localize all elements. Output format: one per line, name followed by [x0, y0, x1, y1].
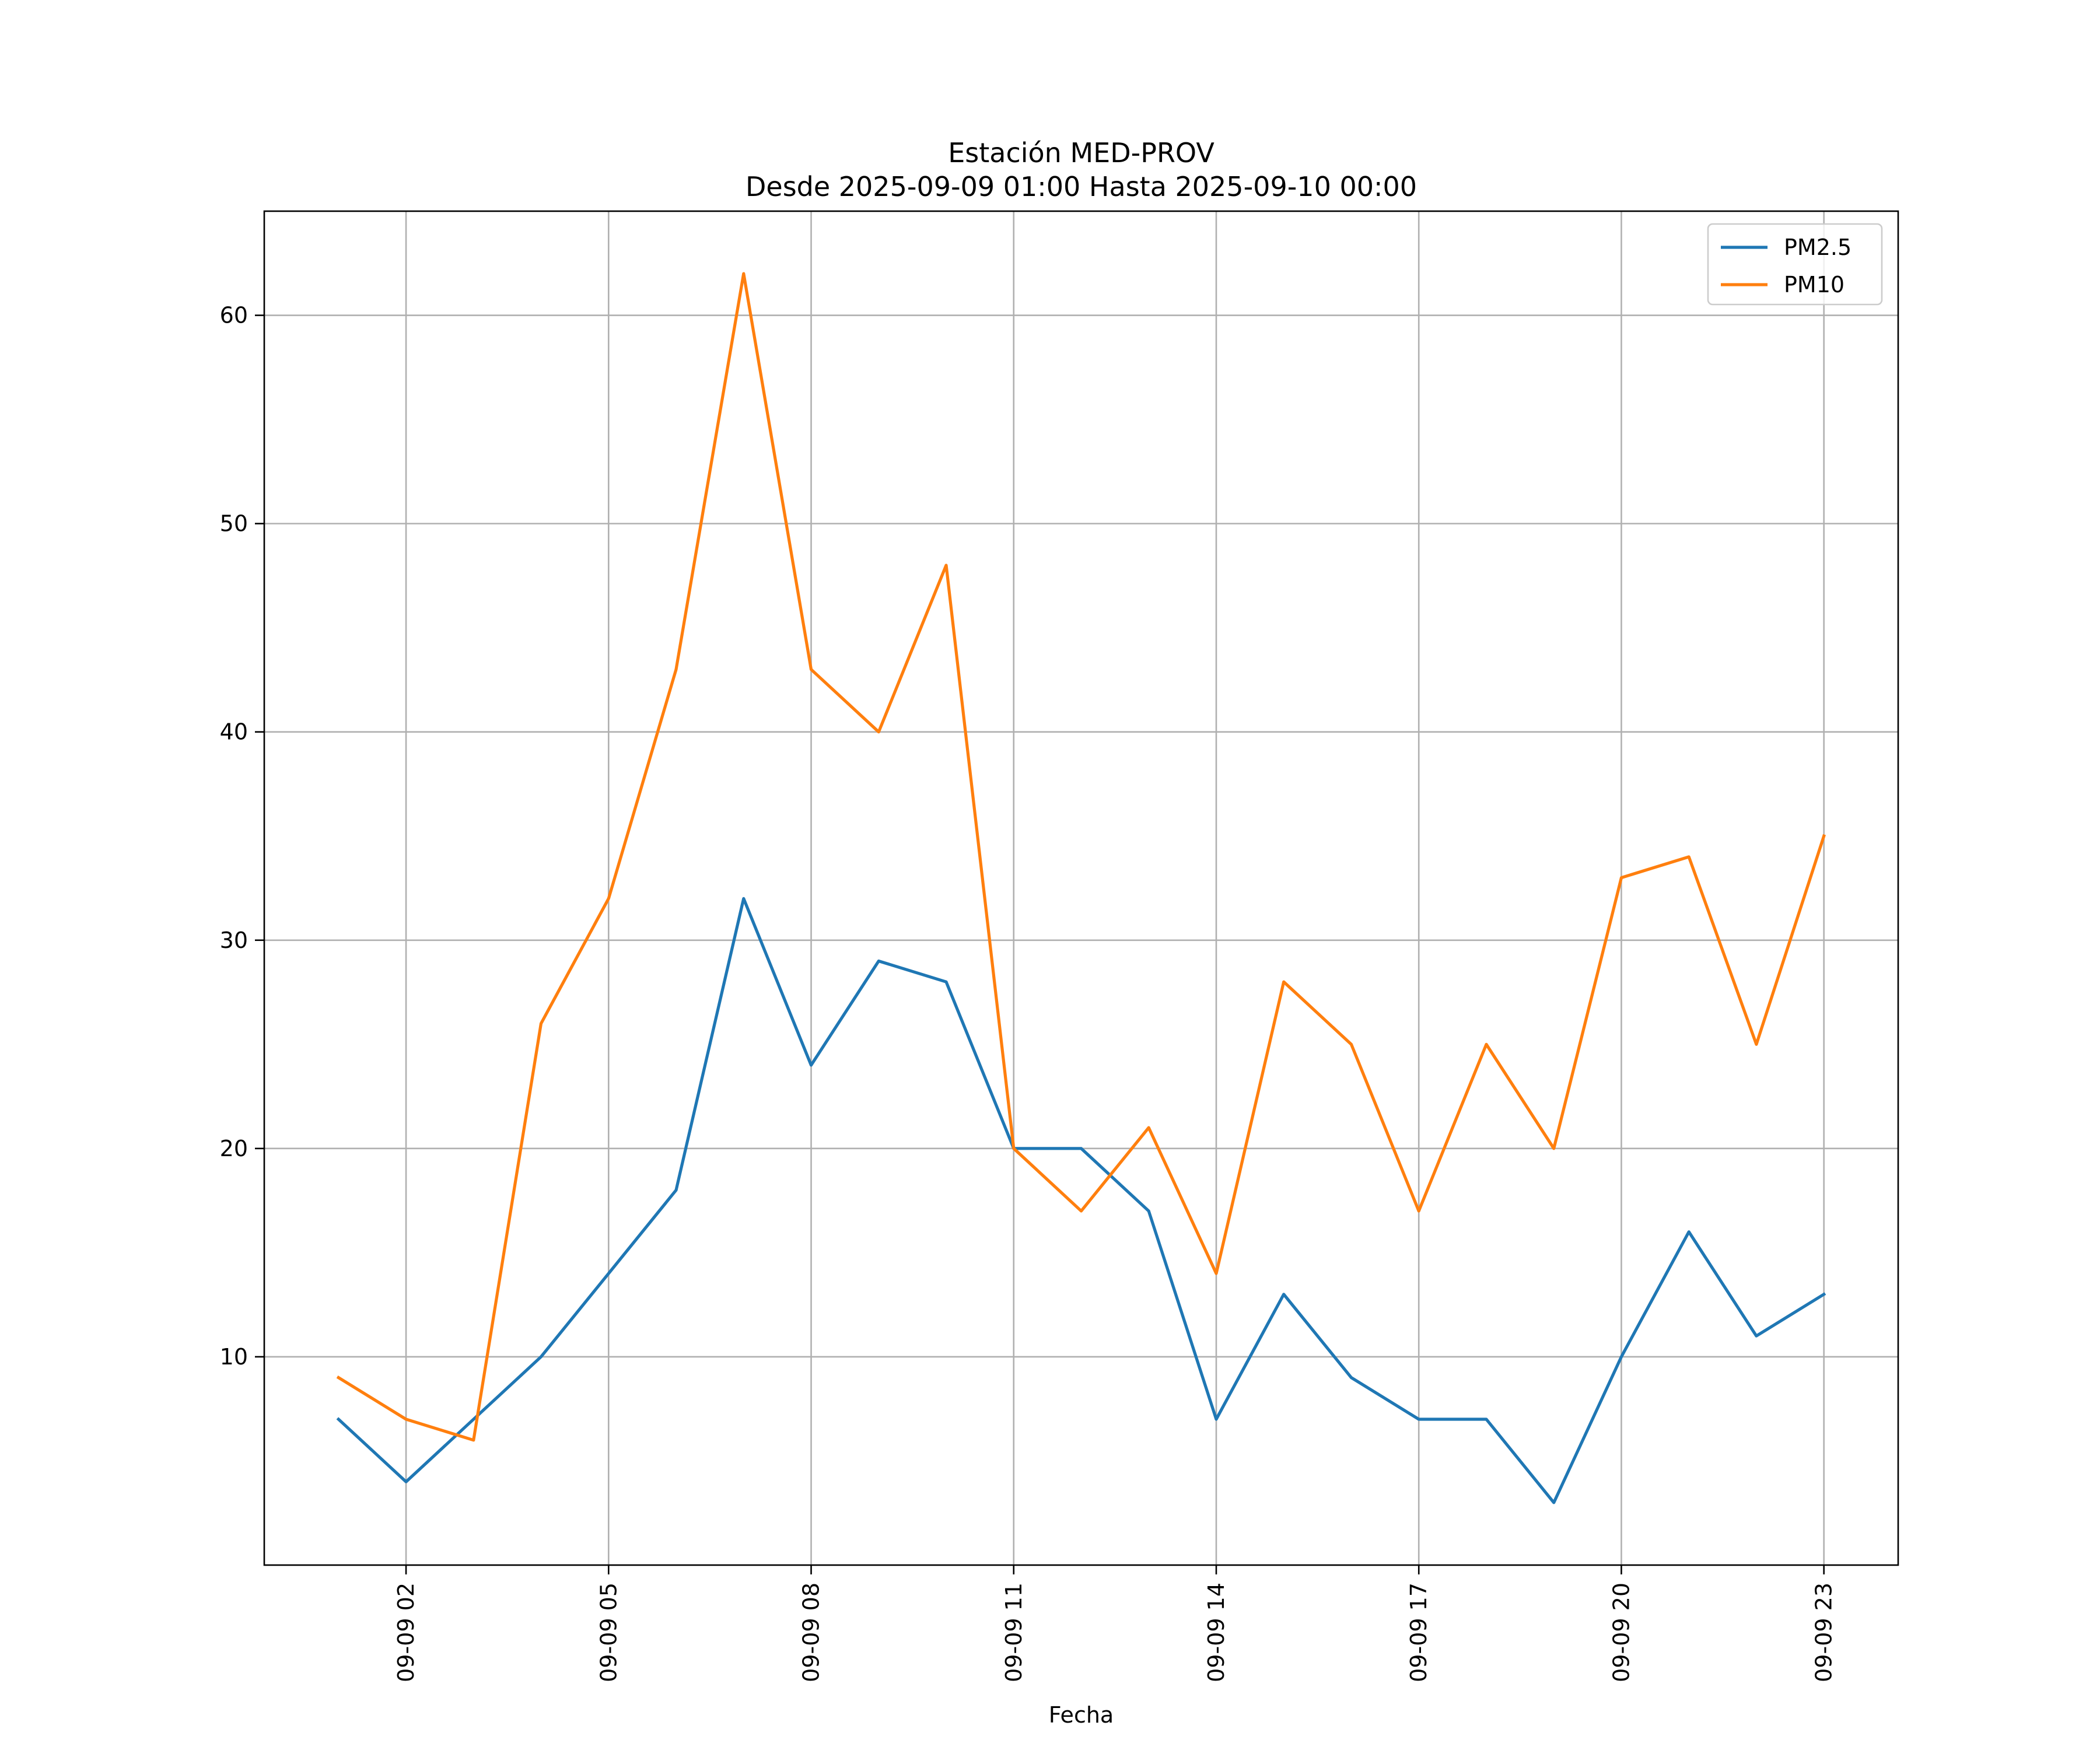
- y-tick-label: 30: [220, 928, 248, 953]
- y-tick-label: 50: [220, 511, 248, 537]
- axis-ticks: 09-09 02 09-09 05 09-09 08 09-09 11 09-09 14…: [220, 303, 1837, 1682]
- plot-area-frame: [263, 210, 1899, 1566]
- series-line-pm25: [336, 897, 1826, 1504]
- series-lines: [336, 272, 1826, 1504]
- x-tick-label: 09-09 08: [799, 1583, 824, 1682]
- y-tick-label: 20: [220, 1136, 248, 1161]
- x-tick-label: 09-09 20: [1608, 1583, 1634, 1682]
- x-tick-label: 09-09 14: [1203, 1583, 1229, 1682]
- y-tick-label: 60: [220, 303, 248, 328]
- x-tick-label: 09-09 17: [1406, 1583, 1432, 1682]
- legend-label: PM10: [1784, 272, 1845, 298]
- y-tick-label: 10: [220, 1344, 248, 1370]
- chart-title-line1: Estación MED-PROV: [948, 137, 1214, 169]
- legend-label: PM2.5: [1784, 235, 1852, 260]
- series-line-pm10: [336, 272, 1826, 1442]
- x-tick-label: 09-09 05: [596, 1583, 621, 1682]
- legend: PM2.5 PM10: [1707, 223, 1883, 306]
- x-tick-label: 09-09 02: [393, 1583, 419, 1682]
- x-tick-label: 09-09 23: [1811, 1583, 1837, 1682]
- chart-title-line2: Desde 2025-09-09 01:00 Hasta 2025-09-10 …: [746, 171, 1417, 202]
- y-tick-label: 40: [220, 719, 248, 745]
- x-axis-label: Fecha: [1049, 1702, 1114, 1728]
- x-tick-label: 09-09 11: [1001, 1583, 1027, 1682]
